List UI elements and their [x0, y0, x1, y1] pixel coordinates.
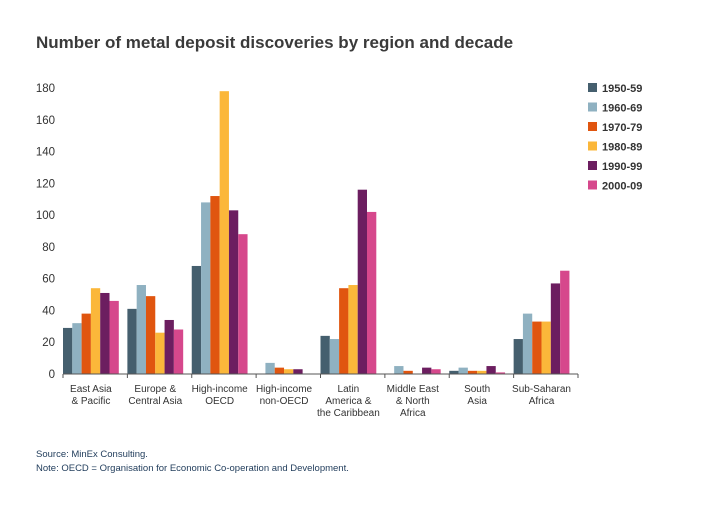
- bar: [219, 91, 229, 375]
- bar: [486, 366, 496, 374]
- bar: [513, 339, 523, 374]
- bar: [127, 308, 137, 374]
- bar: [449, 370, 459, 374]
- bar: [357, 189, 367, 374]
- bar: [136, 285, 146, 374]
- bar: [72, 323, 82, 374]
- y-tick-label: 180: [36, 83, 55, 95]
- category-label: Middle East & North Africa: [387, 384, 439, 419]
- y-axis: 0 20 40 60 80 100 120 140 160 180: [36, 83, 55, 381]
- legend-swatch: [588, 83, 597, 92]
- category-label: Latin America & the Caribbean: [317, 384, 380, 419]
- bar: [100, 292, 110, 374]
- bar: [210, 196, 220, 374]
- y-tick-label: 0: [49, 369, 55, 381]
- y-tick-label: 140: [36, 147, 55, 159]
- bar: [191, 265, 202, 374]
- legend-swatch: [588, 122, 597, 131]
- category-label: South Asia: [464, 384, 490, 407]
- bar: [348, 285, 358, 374]
- oecd-note: Note: OECD = Organisation for Economic C…: [36, 463, 349, 474]
- bar: [90, 288, 101, 374]
- legend-label: 1970-79: [602, 122, 642, 134]
- bar: [477, 370, 487, 374]
- bar: [145, 296, 156, 374]
- category-label: East Asia & Pacific: [70, 384, 112, 407]
- y-tick-label: 40: [42, 305, 55, 317]
- legend-swatch: [588, 141, 597, 151]
- bar: [339, 288, 349, 374]
- bar: [284, 369, 294, 374]
- bar: [155, 332, 165, 374]
- legend: 1950-59 1960-69 1970-79 1980-89 1990-99 2000-…: [588, 83, 642, 193]
- y-tick-label: 100: [36, 210, 55, 222]
- source-note: Source: MinEx Consulting.: [36, 449, 148, 460]
- legend-label: 2000-09: [602, 181, 642, 193]
- bar: [173, 329, 184, 374]
- y-tick-label: 20: [42, 337, 55, 349]
- legend-label: 1960-69: [602, 103, 642, 115]
- bar: [541, 321, 551, 374]
- y-tick-label: 80: [42, 242, 55, 254]
- bar: [458, 367, 468, 374]
- category-label: Europe & Central Asia: [128, 384, 182, 407]
- bar: [228, 210, 239, 374]
- bar: [467, 370, 478, 374]
- y-tick-label: 160: [36, 115, 55, 127]
- bar: [522, 313, 533, 374]
- bar: [495, 372, 506, 374]
- footnotes: Source: MinEx Consulting. Note: OECD = O…: [36, 448, 349, 476]
- bar: [329, 339, 340, 374]
- legend-label: 1990-99: [602, 161, 642, 173]
- legend-label: 1950-59: [602, 83, 642, 95]
- bars: [63, 91, 570, 375]
- chart-title: Number of metal deposit discoveries by r…: [36, 33, 514, 52]
- category-label: Sub-Saharan Africa: [512, 384, 571, 407]
- bar: [109, 300, 119, 374]
- bar: [63, 327, 73, 374]
- bar: [293, 369, 303, 374]
- bar: [201, 202, 211, 374]
- category-label: High-income non-OECD: [256, 384, 313, 407]
- x-axis: East Asia & Pacific Europe & Central Asia Hi…: [62, 373, 579, 419]
- bar-chart: 0 20 40 60 80 100 120 140 160 180 East Asia & Paci…: [36, 83, 642, 419]
- bar: [164, 319, 174, 374]
- bar: [238, 234, 248, 374]
- category-label: High-income OECD: [192, 384, 249, 407]
- legend-label: 1980-89: [602, 142, 642, 154]
- y-tick-label: 120: [36, 178, 55, 190]
- bar: [431, 369, 441, 374]
- bar: [403, 370, 413, 374]
- bar: [550, 283, 561, 374]
- y-tick-label: 60: [42, 274, 55, 286]
- bar: [532, 321, 542, 374]
- bar: [367, 211, 377, 374]
- bar: [394, 366, 404, 374]
- bar: [560, 270, 570, 374]
- bar: [265, 362, 275, 374]
- bar: [320, 335, 330, 374]
- legend-swatch: [588, 161, 597, 170]
- bar: [81, 313, 91, 374]
- legend-swatch: [588, 180, 597, 190]
- bar: [274, 367, 285, 374]
- legend-swatch: [588, 102, 597, 112]
- bar: [422, 367, 432, 374]
